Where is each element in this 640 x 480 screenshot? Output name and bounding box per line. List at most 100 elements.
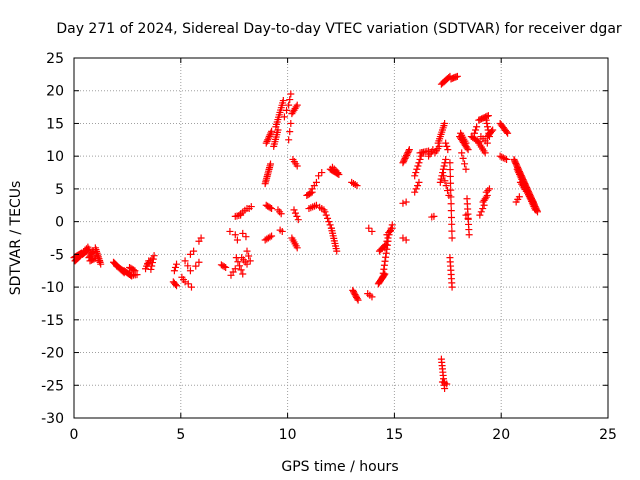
- data-point: [291, 209, 299, 217]
- x-tick-label: 0: [70, 427, 79, 443]
- y-tick-label: 25: [46, 51, 64, 67]
- x-tick-label: 20: [492, 427, 510, 443]
- data-point: [444, 146, 452, 154]
- grid-lines: [74, 58, 608, 418]
- data-point: [448, 283, 456, 291]
- data-point: [220, 263, 228, 271]
- data-point: [280, 113, 288, 121]
- data-point: [267, 129, 275, 137]
- y-tick-label: 20: [46, 84, 64, 100]
- data-point: [440, 172, 448, 180]
- data-point: [324, 214, 332, 222]
- data-point: [247, 203, 255, 211]
- data-point: [279, 97, 287, 105]
- data-point: [412, 169, 420, 177]
- data-point: [84, 243, 92, 251]
- data-point: [483, 139, 491, 147]
- data-point: [483, 119, 491, 127]
- data-point: [365, 224, 373, 232]
- data-point: [462, 139, 470, 147]
- y-tick-label: 0: [55, 215, 64, 231]
- data-point: [446, 172, 454, 180]
- y-tick-label: -25: [41, 378, 64, 394]
- data-point: [479, 205, 487, 213]
- data-point: [465, 231, 473, 239]
- data-point: [461, 160, 469, 168]
- data-point: [442, 182, 450, 190]
- data-point: [503, 128, 511, 136]
- data-point: [499, 154, 507, 162]
- data-point: [501, 155, 509, 163]
- data-point: [484, 187, 492, 195]
- y-tick-label: 5: [55, 182, 64, 198]
- data-point: [480, 201, 488, 209]
- data-point: [192, 262, 200, 270]
- data-point: [488, 127, 496, 135]
- data-point: [133, 271, 141, 279]
- data-point: [226, 227, 234, 235]
- y-tick-label: -30: [41, 411, 64, 427]
- data-point: [498, 153, 506, 161]
- data-point: [514, 167, 522, 175]
- data-point: [459, 154, 467, 162]
- data-point: [150, 252, 158, 260]
- data-point: [441, 177, 449, 185]
- data-point: [405, 146, 413, 154]
- data-point: [482, 116, 490, 124]
- data-point: [516, 172, 524, 180]
- data-point: [266, 233, 274, 241]
- data-point: [293, 212, 301, 220]
- data-point: [173, 282, 181, 290]
- data-point: [464, 214, 472, 222]
- x-tick-label: 15: [385, 427, 403, 443]
- data-point: [315, 172, 323, 180]
- y-tick-label: -15: [41, 313, 64, 329]
- data-point: [262, 139, 270, 147]
- data-point: [484, 112, 492, 120]
- data-point: [414, 182, 422, 190]
- data-point: [147, 265, 155, 273]
- data-point: [463, 144, 471, 152]
- data-point: [292, 103, 300, 111]
- data-point: [413, 165, 421, 173]
- data-point: [411, 172, 419, 180]
- data-point: [233, 236, 241, 244]
- data-point: [458, 149, 466, 157]
- data-point: [243, 260, 251, 268]
- data-point: [184, 262, 192, 270]
- data-point: [446, 159, 454, 167]
- data-point: [186, 250, 194, 258]
- data-point: [530, 202, 538, 210]
- data-points: [70, 72, 542, 393]
- data-point: [447, 179, 455, 187]
- data-point: [222, 263, 230, 271]
- data-point: [402, 198, 410, 206]
- data-point: [283, 106, 291, 114]
- data-point: [447, 193, 455, 201]
- data-point: [239, 270, 247, 278]
- data-point: [187, 283, 195, 291]
- data-point: [82, 245, 90, 253]
- data-point: [473, 123, 481, 131]
- data-point: [294, 216, 302, 224]
- data-point: [382, 241, 390, 249]
- data-point: [439, 169, 447, 177]
- data-point: [171, 263, 179, 271]
- data-point: [441, 119, 449, 127]
- data-point: [412, 185, 420, 193]
- data-point: [318, 169, 326, 177]
- data-point: [368, 227, 376, 235]
- data-point: [489, 126, 497, 134]
- y-axis-label: SDTVAR / TECUs: [8, 181, 24, 296]
- data-point: [384, 234, 392, 242]
- data-point: [325, 218, 333, 226]
- data-point: [148, 259, 156, 267]
- data-point: [267, 160, 275, 168]
- y-tick-label: -20: [41, 346, 64, 362]
- data-point: [149, 255, 157, 263]
- data-point: [290, 206, 298, 214]
- data-point: [239, 229, 247, 237]
- data-point: [285, 136, 293, 144]
- data-point: [515, 193, 523, 201]
